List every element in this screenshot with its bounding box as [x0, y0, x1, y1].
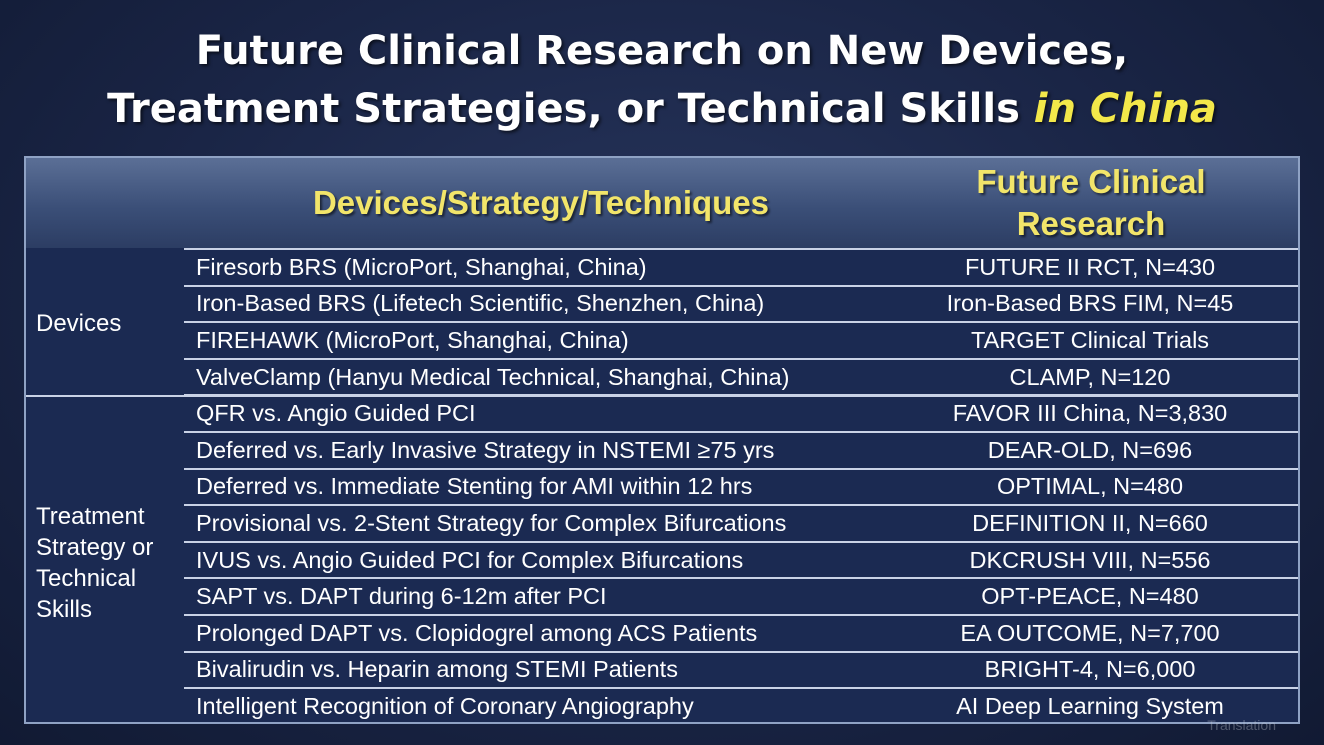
table-row: FIREHAWK (MicroPort, Shanghai, China) TAR…: [184, 321, 1298, 358]
table-row: Prolonged DAPT vs. Clopidogrel among ACS…: [184, 613, 1298, 651]
research-cell: DKCRUSH VIII, N=556: [969, 546, 1211, 573]
device-cell: ValveClamp (Hanyu Medical Technical, Sha…: [196, 363, 790, 390]
research-cell: AI Deep Learning System: [956, 692, 1224, 719]
device-cell: Firesorb BRS (MicroPort, Shanghai, China…: [196, 253, 647, 280]
research-cell: FUTURE II RCT, N=430: [964, 253, 1216, 280]
title-line-2-text: Treatment Strategies, or Technical Skill…: [107, 86, 1034, 132]
table-header: Devices/Strategy/Techniques Future Clini…: [26, 158, 1298, 248]
header-future-clinical-research: Future Clinical Research: [926, 158, 1256, 248]
table-row: ValveClamp (Hanyu Medical Technical, Sha…: [184, 357, 1298, 395]
group-label-line: Treatment: [36, 503, 145, 530]
watermark: Translation: [1207, 717, 1276, 733]
header-col2-line1: Future Clinical: [976, 163, 1206, 200]
device-cell: Iron-Based BRS (Lifetech Scientific, She…: [196, 290, 765, 317]
device-cell: FIREHAWK (MicroPort, Shanghai, China): [196, 326, 629, 353]
device-cell: Prolonged DAPT vs. Clopidogrel among ACS…: [196, 619, 758, 646]
group-label-treatment: Treatment Strategy or Technical Skills: [36, 501, 153, 625]
research-cell: Iron-Based BRS FIM, N=45: [946, 290, 1234, 317]
device-cell: Deferred vs. Early Invasive Strategy in …: [196, 436, 775, 463]
group-label-devices: Devices: [36, 308, 121, 339]
device-cell: SAPT vs. DAPT during 6-12m after PCI: [196, 583, 607, 610]
table-row: Bivalirudin vs. Heparin among STEMI Pati…: [184, 650, 1298, 688]
header-col2-line2: Research: [1016, 205, 1166, 242]
table-row: IVUS vs. Angio Guided PCI for Complex Bi…: [184, 540, 1298, 578]
slide-title: Future Clinical Research on New Devices,…: [0, 22, 1324, 138]
title-highlight: in China: [1033, 86, 1217, 132]
table-row: Iron-Based BRS (Lifetech Scientific, She…: [184, 284, 1298, 322]
group-label-line: Skills: [36, 596, 93, 623]
research-cell: OPTIMAL, N=480: [996, 473, 1184, 500]
research-cell: FAVOR III China, N=3,830: [952, 400, 1228, 427]
device-cell: Deferred vs. Immediate Stenting for AMI …: [196, 473, 753, 500]
research-table: Devices/Strategy/Techniques Future Clini…: [24, 156, 1300, 724]
research-cell: EA OUTCOME, N=7,700: [960, 619, 1220, 646]
table-row: Deferred vs. Early Invasive Strategy in …: [184, 430, 1298, 468]
device-cell: IVUS vs. Angio Guided PCI for Complex Bi…: [196, 546, 744, 573]
title-line-2: Treatment Strategies, or Technical Skill…: [0, 80, 1324, 138]
device-cell: Bivalirudin vs. Heparin among STEMI Pati…: [196, 656, 678, 683]
table-row: Provisional vs. 2-Stent Strategy for Com…: [184, 504, 1298, 541]
device-cell: Intelligent Recognition of Coronary Angi…: [196, 692, 694, 719]
research-cell: DEFINITION II, N=660: [972, 509, 1208, 536]
table-row: Firesorb BRS (MicroPort, Shanghai, China…: [184, 248, 1298, 285]
research-cell: DEAR-OLD, N=696: [987, 436, 1193, 463]
group-label-line: Technical: [36, 565, 137, 592]
research-cell: CLAMP, N=120: [1009, 363, 1171, 390]
research-cell: BRIGHT-4, N=6,000: [984, 656, 1196, 683]
table-row: Deferred vs. Immediate Stenting for AMI …: [184, 467, 1298, 505]
table-row: Intelligent Recognition of Coronary Angi…: [184, 687, 1298, 724]
research-cell: TARGET Clinical Trials: [970, 326, 1210, 353]
table-row: QFR vs. Angio Guided PCI FAVOR III China,…: [184, 394, 1298, 431]
device-cell: Provisional vs. 2-Stent Strategy for Com…: [196, 509, 787, 536]
table-row: SAPT vs. DAPT during 6-12m after PCI OPT-…: [184, 577, 1298, 614]
group-label-line: Strategy or: [36, 534, 154, 561]
header-devices-strategy-techniques: Devices/Strategy/Techniques: [312, 184, 770, 221]
device-cell: QFR vs. Angio Guided PCI: [196, 400, 476, 427]
research-cell: OPT-PEACE, N=480: [981, 583, 1199, 610]
group-label-line: Devices: [36, 310, 122, 337]
table-body: Firesorb BRS (MicroPort, Shanghai, China…: [184, 248, 1298, 724]
title-line-1: Future Clinical Research on New Devices,: [195, 28, 1129, 74]
